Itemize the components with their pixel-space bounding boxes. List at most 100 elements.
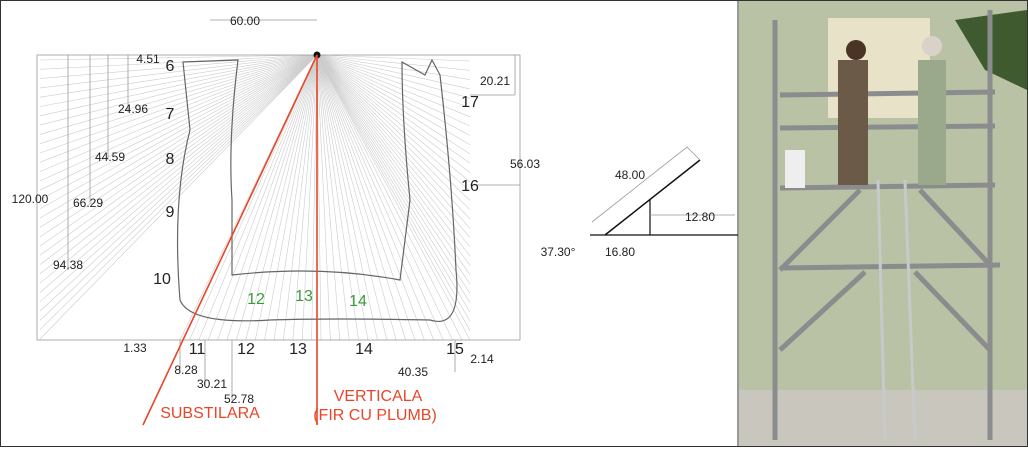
- inner-label: 12: [247, 291, 265, 308]
- hour-line: [254, 54, 318, 341]
- gnomon-diagram: 48.00 12.80 37.30° 16.80: [541, 146, 738, 259]
- hour-label: 13: [289, 341, 307, 358]
- hour-line: [316, 54, 471, 80]
- hour-line: [39, 54, 318, 89]
- line-label: SUBSTILARA: [160, 405, 260, 422]
- hour-line: [39, 54, 318, 275]
- dimension-lines: [67, 19, 520, 400]
- dim: 40.35: [398, 365, 428, 379]
- hour-line: [316, 54, 406, 341]
- hour-line: [264, 54, 318, 341]
- hour-label: 14: [355, 341, 373, 358]
- hour-line: [39, 54, 318, 293]
- hour-line: [316, 54, 471, 108]
- hour-line: [39, 54, 318, 79]
- hour-line: [316, 54, 416, 341]
- hour-line: [316, 54, 378, 341]
- hour-line: [273, 54, 318, 341]
- hour-line: [316, 54, 471, 201]
- hour-line: [39, 54, 318, 182]
- hour-line: [316, 54, 435, 341]
- dim: 24.96: [118, 102, 148, 116]
- hour-line: [316, 54, 444, 341]
- dim: 120.00: [12, 192, 49, 206]
- dim: 20.21: [480, 74, 510, 88]
- hour-line: [236, 54, 318, 341]
- hour-line: [316, 54, 471, 62]
- hour-line: [316, 54, 331, 341]
- hour-label: 17: [461, 94, 479, 111]
- hour-line: [316, 54, 471, 303]
- hour-label: 15: [446, 341, 464, 358]
- hour-line: [39, 54, 318, 200]
- hour-line: [292, 54, 318, 341]
- hour-label: 11: [189, 341, 206, 358]
- hour-line: [39, 54, 318, 321]
- line-label: VERTICALA: [334, 388, 423, 405]
- hour-line: [316, 54, 471, 331]
- dim: 2.14: [470, 352, 494, 366]
- hour-line: [39, 54, 318, 107]
- hour-line: [39, 54, 318, 144]
- dim: 60.00: [230, 14, 260, 28]
- hour-line: [316, 54, 350, 341]
- hour-line: [316, 54, 471, 173]
- hour-line: [316, 54, 359, 341]
- hour-line: [39, 54, 318, 330]
- hour-line: [39, 54, 318, 284]
- substyle-line: [142, 54, 318, 426]
- hour-line: [301, 54, 318, 341]
- hour-line: [283, 54, 318, 341]
- hour-line: [245, 54, 318, 341]
- hour-label: 12: [237, 341, 255, 358]
- hour-line: [39, 54, 318, 312]
- hour-line: [316, 54, 471, 145]
- hour-line: [316, 54, 471, 266]
- hour-line: [39, 54, 318, 247]
- inner-label: 14: [349, 293, 367, 310]
- hour-line: [316, 54, 463, 341]
- hour-line: [316, 54, 471, 313]
- dim: 1.33: [123, 341, 147, 355]
- hour-line: [39, 54, 318, 98]
- dim: 8.28: [174, 363, 198, 377]
- hour-line: [316, 54, 471, 322]
- hour-label: 10: [153, 271, 171, 288]
- hour-line: [39, 54, 318, 303]
- hour-label: 9: [166, 204, 175, 221]
- dim: 37.30°: [541, 245, 576, 259]
- hour-line: [316, 54, 471, 155]
- hour-lines: [39, 54, 471, 341]
- hour-line: [39, 54, 318, 70]
- hour-label: 8: [166, 151, 175, 168]
- hour-line: [316, 54, 471, 118]
- dim: 44.59: [95, 150, 125, 164]
- dim: 30.21: [197, 377, 227, 391]
- hour-line: [316, 54, 471, 90]
- hour-line: [316, 54, 471, 220]
- hour-line: [198, 54, 318, 341]
- hour-line: [316, 54, 471, 257]
- hour-line: [316, 54, 471, 164]
- hour-line: [39, 54, 318, 61]
- hour-line: [39, 54, 318, 237]
- hour-line: [316, 54, 471, 192]
- hour-line: [316, 54, 471, 229]
- hour-label: 6: [166, 58, 175, 75]
- hour-line: [217, 54, 318, 341]
- hour-label: 7: [166, 106, 175, 123]
- hour-line: [39, 54, 318, 135]
- hour-line: [39, 54, 318, 154]
- hour-line: [311, 54, 318, 341]
- hour-line: [316, 54, 471, 276]
- inner-label: 13: [295, 288, 313, 305]
- hour-line: [316, 54, 471, 71]
- hour-line: [39, 54, 318, 163]
- hour-line: [226, 54, 318, 341]
- hour-line: [316, 54, 425, 341]
- hour-line: [316, 54, 471, 99]
- hour-line: [39, 54, 318, 256]
- hour-line: [316, 54, 453, 341]
- hour-line: [39, 54, 318, 191]
